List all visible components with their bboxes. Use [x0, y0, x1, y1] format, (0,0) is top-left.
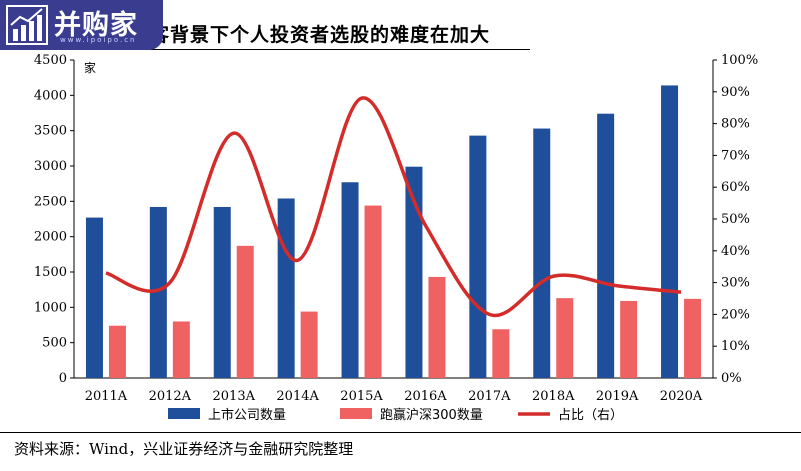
logo-url: www.ipoipo.cn — [60, 36, 137, 44]
bar-listed-companies — [405, 166, 423, 378]
bar-outperform-hs300 — [236, 245, 254, 378]
x-tick-label: 2013A — [213, 389, 256, 404]
right-tick-label: 70% — [721, 148, 750, 163]
legend-listed-companies-swatch — [168, 408, 200, 419]
right-tick-label: 80% — [721, 117, 750, 132]
bar-outperform-hs300 — [364, 205, 382, 378]
bar-listed-companies — [469, 135, 487, 378]
bar-listed-companies — [661, 85, 679, 378]
logo-text: 并购家 — [54, 10, 138, 41]
line-ratio-series — [105, 96, 682, 318]
legend-outperform-hs300-swatch — [340, 408, 372, 419]
left-tick-label: 0 — [59, 371, 67, 386]
left-tick-label: 3000 — [34, 159, 67, 174]
bars-group — [85, 85, 702, 378]
left-tick-label: 1000 — [34, 300, 67, 315]
bar-listed-companies — [213, 206, 231, 378]
left-tick-label: 2500 — [34, 194, 67, 209]
x-tick-label: 2016A — [404, 389, 447, 404]
bar-listed-companies — [341, 182, 359, 378]
right-tick-label: 20% — [721, 307, 750, 322]
x-tick-label: 2011A — [85, 389, 128, 404]
left-axis-unit: 家 — [84, 60, 96, 75]
left-tick-label: 4000 — [34, 88, 67, 103]
right-tick-label: 0% — [721, 371, 742, 386]
x-tick-label: 2017A — [468, 389, 511, 404]
right-tick-label: 90% — [721, 85, 750, 100]
left-tick-label: 500 — [42, 336, 67, 351]
x-tick-label: 2020A — [660, 389, 703, 404]
bar-outperform-hs300 — [620, 300, 638, 378]
bar-listed-companies — [597, 113, 615, 378]
bar-outperform-hs300 — [428, 276, 446, 378]
bar-outperform-hs300 — [108, 325, 126, 378]
right-tick-label: 10% — [721, 339, 750, 354]
source-note: 资料来源：Wind，兴业证券经济与金融研究院整理 — [14, 440, 354, 458]
line-group — [105, 96, 682, 318]
bar-outperform-hs300 — [492, 329, 510, 378]
right-tick-label: 30% — [721, 276, 750, 291]
chart-title-bar: 客背景下个人投资者选股的难度在加大 并购家 www.ipoipo.cn — [0, 0, 801, 52]
x-tick-label: 2015A — [340, 389, 383, 404]
legend-outperform-hs300-label: 跑赢沪深300数量 — [380, 407, 483, 423]
legend-group: 上市公司数量 跑赢沪深300数量 占比（右） — [168, 407, 623, 423]
right-tick-label: 50% — [721, 212, 750, 227]
left-tick-label: 4500 — [34, 53, 67, 68]
legend-ratio-label: 占比（右） — [558, 408, 623, 423]
bar-outperform-hs300 — [684, 298, 702, 378]
right-tick-label: 100% — [721, 53, 758, 68]
source-divider — [0, 432, 801, 433]
left-tick-label: 3500 — [34, 124, 67, 139]
left-tick-label: 1500 — [34, 265, 67, 280]
bar-listed-companies — [85, 217, 103, 378]
x-tick-label: 2019A — [596, 389, 639, 404]
bar-outperform-hs300 — [556, 298, 574, 378]
bar-listed-companies — [533, 128, 551, 378]
chart-canvas: 0 500 1000 1500 2000 2500 3000 3500 4000 4500 家 0% 1… — [34, 53, 758, 423]
watermark-logo: 并购家 www.ipoipo.cn — [0, 0, 163, 50]
x-tick-label: 2014A — [276, 389, 319, 404]
x-tick-label: 2018A — [532, 389, 575, 404]
bar-outperform-hs300 — [172, 321, 190, 378]
right-tick-label: 40% — [721, 244, 750, 259]
axes-group: 0 500 1000 1500 2000 2500 3000 3500 4000 4500 家 0% 1… — [34, 53, 758, 404]
title-underline — [150, 49, 530, 50]
chart-growth-icon — [6, 5, 48, 45]
x-tick-label: 2012A — [149, 389, 192, 404]
bar-listed-companies — [277, 198, 295, 378]
legend-listed-companies-label: 上市公司数量 — [208, 407, 286, 423]
bar-listed-companies — [149, 206, 167, 378]
left-tick-label: 2000 — [34, 230, 67, 245]
chart-title: 客背景下个人投资者选股的难度在加大 — [150, 24, 491, 46]
bar-outperform-hs300 — [300, 311, 318, 378]
right-tick-label: 60% — [721, 180, 750, 195]
